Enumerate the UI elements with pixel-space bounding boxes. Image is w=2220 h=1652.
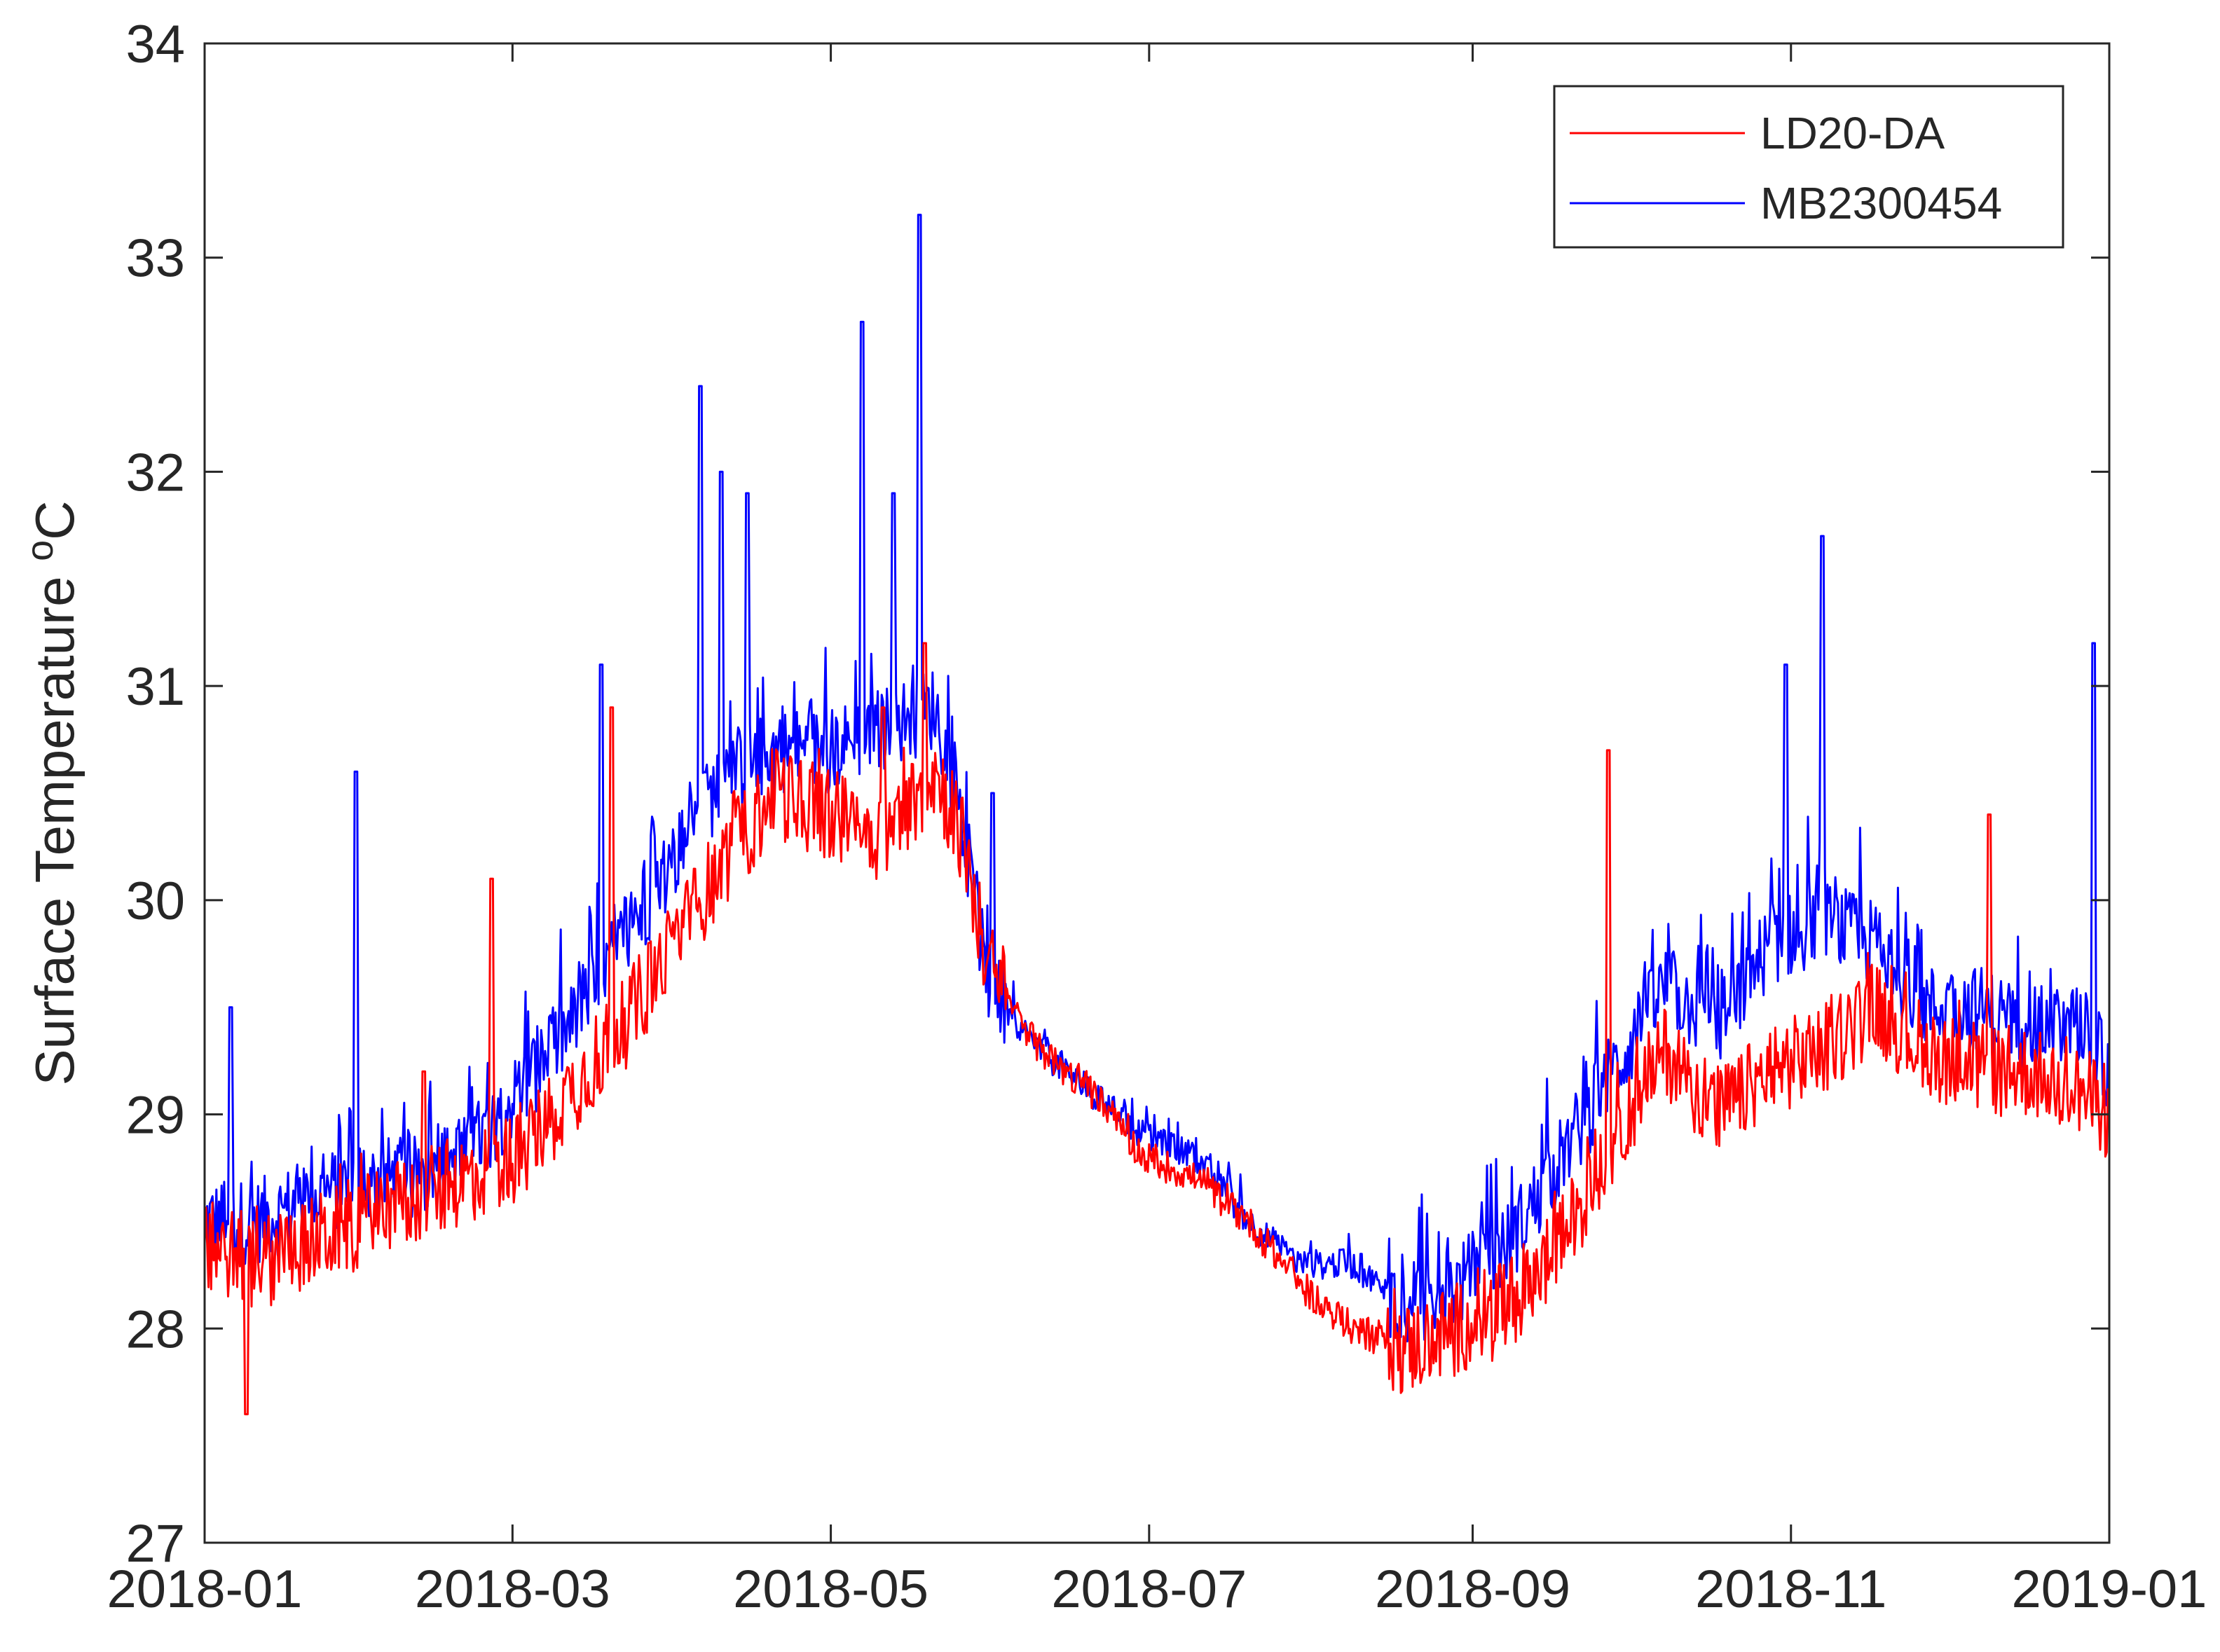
series-line-ld20-da — [203, 642, 2111, 1416]
x-tick-label: 2019-01 — [2012, 1560, 2207, 1619]
plot-frame — [203, 42, 2111, 1544]
x-tick-label: 2018-11 — [1695, 1560, 1886, 1619]
y-tick-label: 32 — [125, 443, 185, 502]
y-tick-label: 33 — [125, 229, 185, 289]
y-tick-label: 34 — [125, 15, 185, 74]
x-tick-label: 2018-07 — [1051, 1560, 1247, 1619]
legend-label-mb2300454: MB2300454 — [1760, 178, 2002, 228]
y-axis-label-main: Surface Temperature — [24, 561, 85, 1086]
y-axis-label-superscript: o — [19, 540, 61, 561]
x-tick-label: 2018-01 — [107, 1560, 303, 1619]
y-tick-label: 27 — [125, 1514, 185, 1574]
series-layer — [203, 214, 2111, 1416]
axis-layer: 2018-01 2018-03 2018-05 2018-07 2018-09 2018-… — [107, 15, 2207, 1619]
x-tick-label: 2018-03 — [415, 1560, 610, 1619]
x-tick-label: 2018-05 — [733, 1560, 929, 1619]
y-axis-label-unit: C — [24, 500, 85, 539]
y-axis-label: Surface Temperature oC — [19, 500, 85, 1085]
legend-label-ld20-da: LD20-DA — [1760, 108, 1945, 158]
y-tick-label: 30 — [125, 872, 185, 931]
y-tick-label: 29 — [125, 1086, 185, 1145]
y-tick-label: 31 — [125, 657, 185, 717]
legend: LD20-DA MB2300454 — [1553, 85, 2064, 249]
legend-box — [1553, 85, 2064, 249]
plot-area — [205, 43, 2109, 1543]
y-tick-label: 28 — [125, 1300, 185, 1359]
x-tick-label: 2018-09 — [1375, 1560, 1570, 1619]
